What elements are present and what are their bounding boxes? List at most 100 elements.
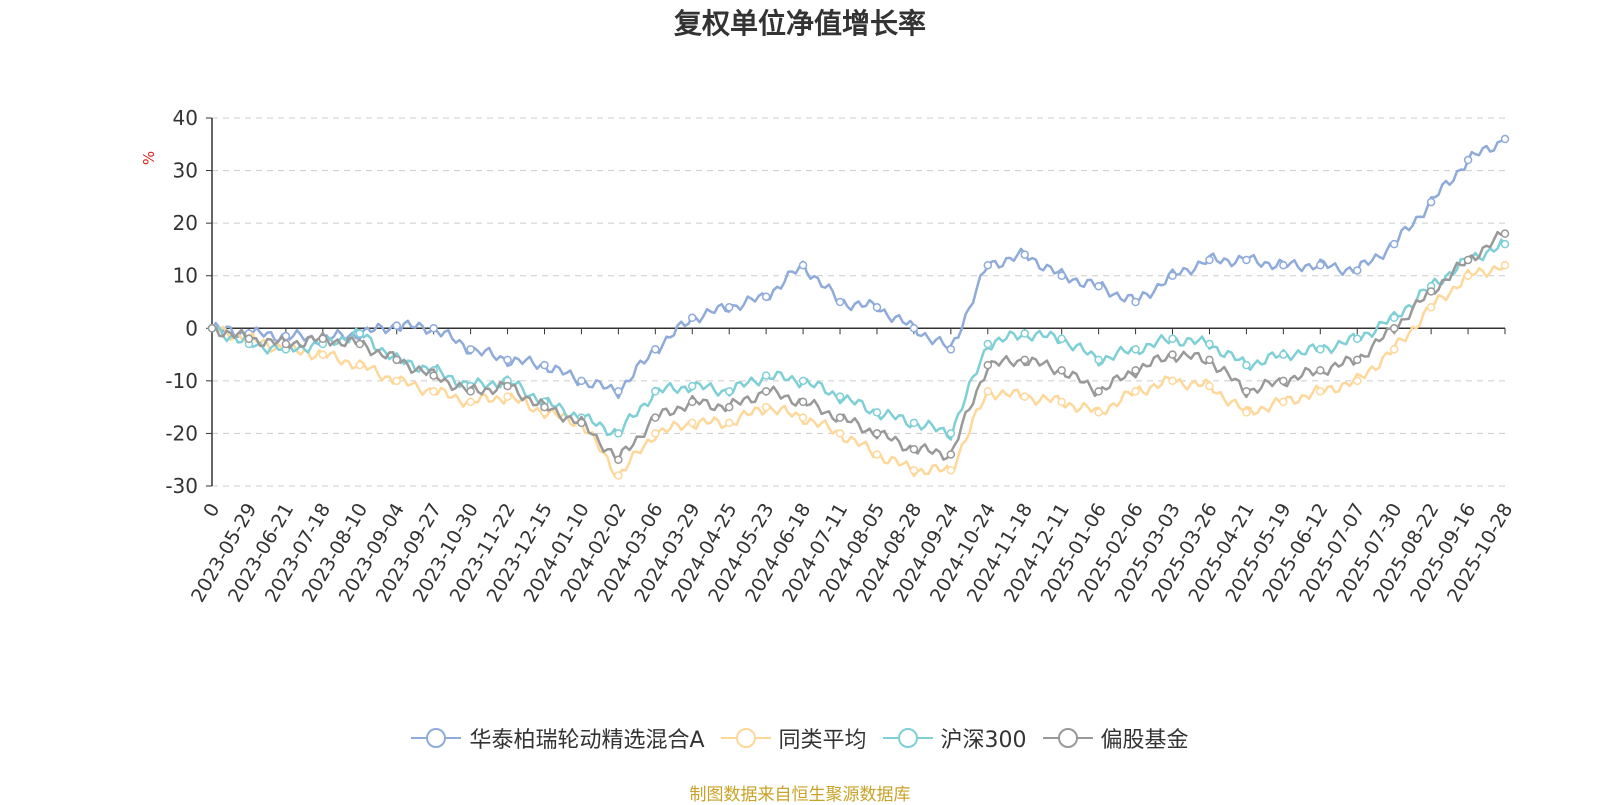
data-point xyxy=(651,345,660,354)
data-point xyxy=(1500,260,1510,270)
data-point xyxy=(1094,281,1103,291)
data-point xyxy=(1463,271,1473,280)
legend-label: 同类平均 xyxy=(778,728,867,753)
data-point xyxy=(1131,345,1140,354)
data-point xyxy=(761,387,771,396)
data-point xyxy=(798,376,808,386)
data-point xyxy=(1426,197,1436,207)
data-point xyxy=(724,402,734,412)
y-tick-label: 20 xyxy=(173,211,198,235)
legend-item[interactable]: 同类平均 xyxy=(720,722,867,754)
data-point xyxy=(1205,255,1214,265)
y-tick-label: -10 xyxy=(165,369,198,393)
data-point xyxy=(835,297,845,307)
data-point xyxy=(429,371,438,380)
data-point xyxy=(946,429,956,438)
data-point xyxy=(798,413,808,422)
data-point xyxy=(1279,260,1288,270)
chart-title: 复权单位净值增长率 xyxy=(673,7,926,40)
data-point xyxy=(983,360,993,370)
data-point xyxy=(1094,408,1103,417)
data-point xyxy=(1242,387,1251,396)
y-tick-label: -30 xyxy=(165,474,198,498)
legend-marker-icon xyxy=(720,728,771,748)
data-point xyxy=(1094,387,1103,396)
data-point xyxy=(946,345,956,354)
data-point xyxy=(1020,250,1029,259)
legend-marker-icon xyxy=(882,728,933,748)
legend-circle xyxy=(897,728,918,748)
data-point xyxy=(503,381,512,391)
data-point xyxy=(946,450,956,459)
data-point xyxy=(1316,366,1325,375)
legend-item[interactable]: 沪深300 xyxy=(882,722,1027,754)
y-tick-label: 30 xyxy=(173,159,198,183)
data-point xyxy=(835,429,845,438)
legend-item[interactable]: 华泰柏瑞轮动精选混合A xyxy=(411,722,705,754)
data-point xyxy=(614,455,623,464)
data-point xyxy=(1316,260,1325,270)
data-point xyxy=(688,381,697,391)
data-point xyxy=(909,465,919,475)
data-point xyxy=(872,429,882,438)
data-point xyxy=(614,471,623,480)
data-point xyxy=(1020,329,1029,338)
data-point xyxy=(946,465,956,475)
data-point xyxy=(688,313,697,323)
data-point xyxy=(392,376,401,386)
data-point xyxy=(614,387,623,396)
data-point xyxy=(1168,376,1177,386)
data-point xyxy=(872,303,882,312)
source-note: 制图数据来自恒生聚源数据库 xyxy=(689,785,911,805)
y-tick-label: 40 xyxy=(173,106,198,130)
data-point xyxy=(983,260,993,270)
data-point xyxy=(1463,255,1473,265)
data-point xyxy=(429,324,438,333)
series-line xyxy=(210,137,1506,400)
data-point xyxy=(1279,397,1288,407)
data-point xyxy=(909,418,919,428)
data-point xyxy=(466,397,475,407)
data-point xyxy=(1352,376,1362,386)
legend-label: 沪深300 xyxy=(940,728,1027,753)
legend-item[interactable]: 偏股基金 xyxy=(1042,722,1189,754)
data-point xyxy=(724,418,734,428)
data-point xyxy=(872,450,882,459)
data-point xyxy=(577,418,586,428)
data-point xyxy=(835,413,845,422)
data-point xyxy=(1131,366,1140,375)
data-point xyxy=(318,334,328,344)
data-point xyxy=(761,292,771,301)
data-point xyxy=(651,387,660,396)
data-point xyxy=(577,376,586,386)
data-point xyxy=(1020,392,1029,401)
data-point xyxy=(724,303,734,312)
data-point xyxy=(1279,376,1288,386)
data-point xyxy=(724,387,734,396)
data-point xyxy=(1426,303,1436,312)
y-tick-label: 0 xyxy=(185,316,198,340)
legend-label: 偏股基金 xyxy=(1100,728,1189,753)
data-point xyxy=(909,324,919,333)
y-tick-label: -20 xyxy=(165,421,198,445)
data-point xyxy=(983,339,993,349)
legend-circle xyxy=(735,728,756,748)
data-point xyxy=(1500,134,1510,144)
y-tick-label: 10 xyxy=(173,264,198,288)
data-point xyxy=(540,360,549,370)
legend-marker-icon xyxy=(411,728,462,748)
data-point xyxy=(798,397,808,407)
data-point xyxy=(1279,350,1288,359)
data-point xyxy=(1168,350,1177,359)
data-point xyxy=(1205,381,1214,391)
data-point xyxy=(1389,239,1399,249)
legend: 华泰柏瑞轮动精选混合A 同类平均 沪深300 偏股基金 xyxy=(0,722,1600,754)
data-point xyxy=(651,429,660,438)
data-point xyxy=(1205,339,1214,349)
data-point xyxy=(761,371,771,380)
legend-circle xyxy=(1057,728,1078,748)
data-point xyxy=(1389,345,1399,354)
data-point xyxy=(983,387,993,396)
data-point xyxy=(392,321,401,330)
series-lines xyxy=(207,134,1510,480)
